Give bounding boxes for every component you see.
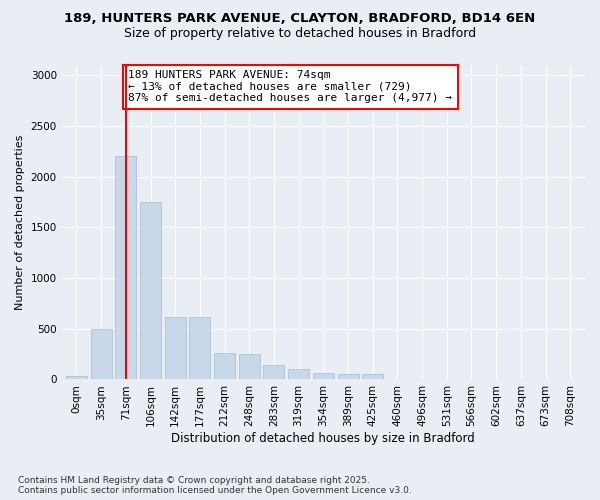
Bar xyxy=(338,374,359,380)
Text: 189 HUNTERS PARK AVENUE: 74sqm
← 13% of detached houses are smaller (729)
87% of: 189 HUNTERS PARK AVENUE: 74sqm ← 13% of … xyxy=(128,70,452,103)
Text: Size of property relative to detached houses in Bradford: Size of property relative to detached ho… xyxy=(124,28,476,40)
Bar xyxy=(91,328,112,380)
Bar xyxy=(115,156,136,380)
Bar xyxy=(263,366,284,380)
Text: 189, HUNTERS PARK AVENUE, CLAYTON, BRADFORD, BD14 6EN: 189, HUNTERS PARK AVENUE, CLAYTON, BRADF… xyxy=(64,12,536,26)
Bar xyxy=(190,316,211,380)
Bar xyxy=(66,376,87,380)
X-axis label: Distribution of detached houses by size in Bradford: Distribution of detached houses by size … xyxy=(172,432,475,445)
Y-axis label: Number of detached properties: Number of detached properties xyxy=(15,134,25,310)
Text: Contains HM Land Registry data © Crown copyright and database right 2025.
Contai: Contains HM Land Registry data © Crown c… xyxy=(18,476,412,495)
Bar xyxy=(412,379,433,380)
Bar xyxy=(387,379,408,380)
Bar xyxy=(140,202,161,380)
Bar xyxy=(362,374,383,380)
Bar xyxy=(165,316,186,380)
Bar xyxy=(214,353,235,380)
Bar xyxy=(288,370,309,380)
Bar xyxy=(239,354,260,380)
Bar xyxy=(313,373,334,380)
